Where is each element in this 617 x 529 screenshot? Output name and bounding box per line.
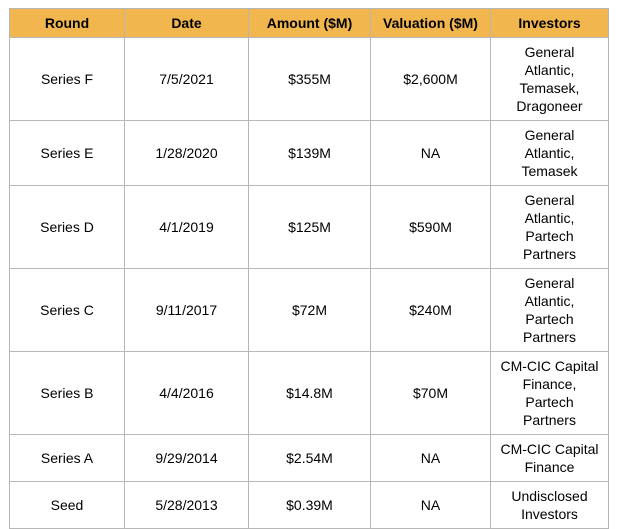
cell-investors: General Atlantic, Temasek bbox=[490, 120, 609, 186]
cell-date: 4/4/2016 bbox=[124, 351, 249, 435]
cell-investors: General Atlantic, Partech Partners bbox=[490, 268, 609, 352]
cell-investors: Undisclosed Investors bbox=[490, 481, 609, 529]
cell-valuation: NA bbox=[370, 120, 491, 186]
cell-amount: $2.54M bbox=[248, 434, 371, 482]
cell-valuation: $2,600M bbox=[370, 37, 491, 121]
table-row: Series D 4/1/2019 $125M $590M General Atlant… bbox=[9, 185, 609, 269]
cell-amount: $14.8M bbox=[248, 351, 371, 435]
cell-round: Series A bbox=[9, 434, 125, 482]
cell-round: Seed bbox=[9, 481, 125, 529]
cell-date: 7/5/2021 bbox=[124, 37, 249, 121]
cell-round: Series B bbox=[9, 351, 125, 435]
table-row: Series F 7/5/2021 $355M $2,600M General Atla… bbox=[9, 37, 609, 121]
column-header-valuation: Valuation ($M) bbox=[370, 8, 491, 38]
table-row: Series C 9/11/2017 $72M $240M General Atlant… bbox=[9, 268, 609, 352]
cell-date: 4/1/2019 bbox=[124, 185, 249, 269]
cell-investors: CM-CIC Capital Finance bbox=[490, 434, 609, 482]
cell-round: Series C bbox=[9, 268, 125, 352]
funding-table-container: Round Date Amount ($M) Valuation ($M) In… bbox=[9, 8, 609, 529]
header-row: Round Date Amount ($M) Valuation ($M) In… bbox=[9, 8, 609, 38]
cell-investors: CM-CIC Capital Finance, Partech Partners bbox=[490, 351, 609, 435]
cell-valuation: $590M bbox=[370, 185, 491, 269]
cell-amount: $355M bbox=[248, 37, 371, 121]
table-row: Series E 1/28/2020 $139M NA General Atlantic… bbox=[9, 120, 609, 186]
table-row: Series B 4/4/2016 $14.8M $70M CM-CIC Capital… bbox=[9, 351, 609, 435]
cell-valuation: NA bbox=[370, 434, 491, 482]
cell-investors: General Atlantic, Partech Partners bbox=[490, 185, 609, 269]
column-header-date: Date bbox=[124, 8, 249, 38]
cell-date: 9/11/2017 bbox=[124, 268, 249, 352]
column-header-amount: Amount ($M) bbox=[248, 8, 371, 38]
table-row: Series A 9/29/2014 $2.54M NA CM-CIC Capital … bbox=[9, 434, 609, 482]
cell-amount: $0.39M bbox=[248, 481, 371, 529]
cell-valuation: $240M bbox=[370, 268, 491, 352]
cell-round: Series D bbox=[9, 185, 125, 269]
cell-amount: $125M bbox=[248, 185, 371, 269]
cell-round: Series F bbox=[9, 37, 125, 121]
cell-round: Series E bbox=[9, 120, 125, 186]
funding-rounds-table: Round Date Amount ($M) Valuation ($M) In… bbox=[9, 8, 609, 529]
table-header: Round Date Amount ($M) Valuation ($M) In… bbox=[9, 8, 609, 38]
column-header-round: Round bbox=[9, 8, 125, 38]
cell-date: 9/29/2014 bbox=[124, 434, 249, 482]
column-header-investors: Investors bbox=[490, 8, 609, 38]
table-body: Series F 7/5/2021 $355M $2,600M General Atla… bbox=[9, 37, 609, 529]
cell-investors: General Atlantic, Temasek, Dragoneer bbox=[490, 37, 609, 121]
cell-date: 5/28/2013 bbox=[124, 481, 249, 529]
table-row: Seed 5/28/2013 $0.39M NA Undisclosed Investo… bbox=[9, 481, 609, 529]
cell-amount: $72M bbox=[248, 268, 371, 352]
cell-date: 1/28/2020 bbox=[124, 120, 249, 186]
cell-valuation: NA bbox=[370, 481, 491, 529]
cell-amount: $139M bbox=[248, 120, 371, 186]
cell-valuation: $70M bbox=[370, 351, 491, 435]
